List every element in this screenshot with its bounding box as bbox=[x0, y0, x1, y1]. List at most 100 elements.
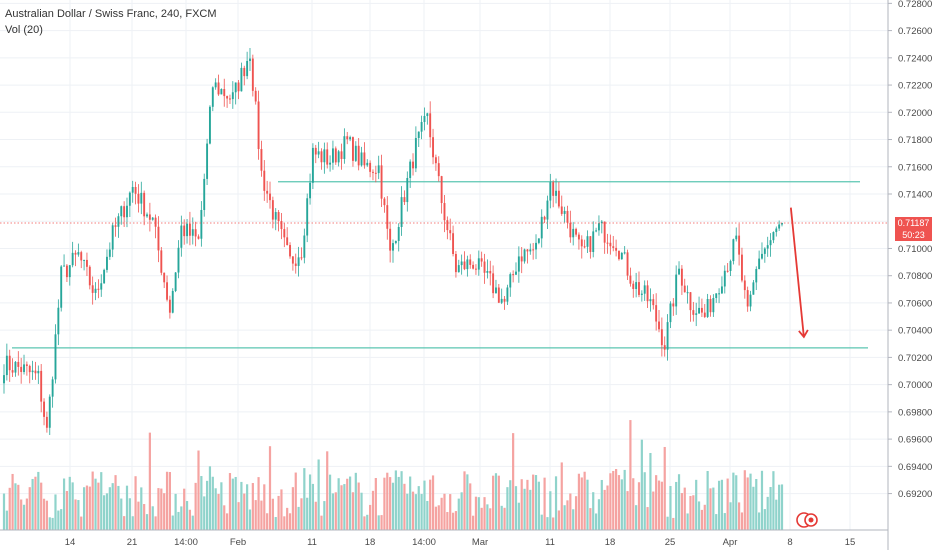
candle-body bbox=[480, 258, 483, 262]
candle-body bbox=[586, 236, 589, 247]
candle-body bbox=[183, 225, 186, 237]
volume-bar bbox=[254, 500, 257, 530]
volume-bar bbox=[148, 432, 151, 530]
volume-bar bbox=[82, 487, 86, 530]
candle-body bbox=[703, 312, 706, 317]
candle-body bbox=[500, 298, 503, 303]
candle-body bbox=[91, 285, 94, 293]
volume-bar bbox=[409, 476, 412, 530]
volume-bar bbox=[88, 486, 91, 530]
candle-body bbox=[240, 67, 243, 92]
volume-bar bbox=[560, 462, 563, 530]
candle-body bbox=[675, 274, 678, 307]
volume-bar bbox=[340, 485, 343, 530]
volume-bar bbox=[157, 488, 160, 530]
volume-bar bbox=[145, 514, 149, 530]
horizontal-levels[interactable] bbox=[12, 181, 868, 349]
volume-bar bbox=[586, 479, 589, 530]
candle-body bbox=[706, 298, 709, 317]
candle-body bbox=[652, 299, 655, 306]
candle-body bbox=[532, 249, 535, 251]
volume-bar bbox=[57, 510, 60, 530]
candle-body bbox=[723, 270, 726, 287]
candle-body bbox=[517, 256, 520, 272]
volume-bar bbox=[68, 476, 71, 530]
volume-bar bbox=[466, 474, 469, 530]
candle-body bbox=[286, 237, 289, 246]
candle-body bbox=[683, 285, 686, 293]
volume-bar bbox=[348, 476, 352, 530]
candle-body bbox=[140, 192, 143, 204]
candle-body bbox=[766, 245, 769, 249]
volume-bar bbox=[108, 487, 111, 530]
volume-bar bbox=[449, 494, 452, 530]
volume-bar bbox=[208, 466, 212, 530]
volume-bar bbox=[240, 481, 243, 530]
candle-body bbox=[94, 288, 97, 293]
volume-bar bbox=[623, 469, 626, 530]
candle-body bbox=[738, 235, 741, 255]
volume-bar bbox=[451, 512, 455, 530]
volume-bar bbox=[185, 501, 189, 530]
volume-bar bbox=[480, 507, 483, 530]
candle-body bbox=[194, 229, 197, 237]
candle-body bbox=[274, 212, 277, 220]
volume-bar bbox=[677, 474, 681, 530]
candle-body bbox=[403, 197, 406, 203]
volume-bar bbox=[546, 517, 549, 530]
volume-bar bbox=[732, 472, 735, 530]
volume-bar bbox=[65, 491, 69, 530]
candle-body bbox=[412, 161, 414, 169]
volume-bar bbox=[257, 477, 260, 530]
candle-body bbox=[515, 271, 517, 275]
volume-bar bbox=[446, 512, 449, 530]
candle-body bbox=[114, 225, 117, 227]
tradingview-logo-icon[interactable] bbox=[796, 510, 822, 530]
candle-body bbox=[660, 329, 663, 346]
volume-bar bbox=[712, 487, 715, 530]
overlay bbox=[0, 207, 888, 339]
candle-body bbox=[289, 245, 291, 257]
volume-bar bbox=[11, 473, 14, 530]
volume-bar bbox=[597, 499, 601, 530]
price-axis[interactable]: 0.69200 0.69400 0.69600 0.69800 0.70000 0.702… bbox=[887, 0, 932, 550]
volume-bar bbox=[194, 482, 197, 530]
candle-body bbox=[715, 293, 718, 299]
candle-body bbox=[220, 89, 223, 95]
volume-bar bbox=[151, 506, 154, 530]
legend-indicator[interactable]: Vol (20) bbox=[5, 24, 43, 36]
price-tick-label: 0.72400 bbox=[898, 53, 932, 64]
candle-body bbox=[331, 148, 334, 163]
candle-body bbox=[466, 259, 469, 270]
price-tick-label: 0.69800 bbox=[898, 407, 932, 418]
volume-bar bbox=[454, 511, 458, 530]
volume-bar bbox=[205, 480, 209, 530]
volume-bar bbox=[580, 477, 583, 530]
candle-body bbox=[372, 171, 374, 173]
candle-body bbox=[208, 106, 211, 144]
volume-bar bbox=[77, 500, 80, 530]
candle-body bbox=[658, 321, 660, 330]
volume-bar bbox=[62, 478, 66, 530]
candle-body bbox=[251, 58, 254, 91]
candle-body bbox=[309, 182, 312, 199]
candle-body bbox=[200, 209, 203, 239]
candle-body bbox=[632, 283, 635, 289]
volume-bar bbox=[380, 515, 383, 530]
candle-body bbox=[741, 254, 743, 281]
time-axis[interactable]: 14 21 14:00 Feb 11 18 14:00 Mar 11 18 25 Apr 8 15 bbox=[0, 529, 888, 548]
candle-body bbox=[234, 82, 237, 93]
volume-bar bbox=[246, 484, 249, 530]
volume-bar bbox=[463, 471, 466, 530]
price-tick-label: 0.70200 bbox=[898, 353, 932, 364]
candle-body bbox=[772, 232, 775, 241]
candle-body bbox=[678, 268, 680, 275]
volume-bar bbox=[649, 452, 652, 530]
candle-body bbox=[191, 229, 194, 236]
candle-body bbox=[57, 307, 60, 335]
candle-body bbox=[426, 113, 429, 117]
volume-bar bbox=[397, 476, 400, 530]
volume-bar bbox=[277, 495, 280, 530]
volume-bar bbox=[617, 475, 621, 530]
